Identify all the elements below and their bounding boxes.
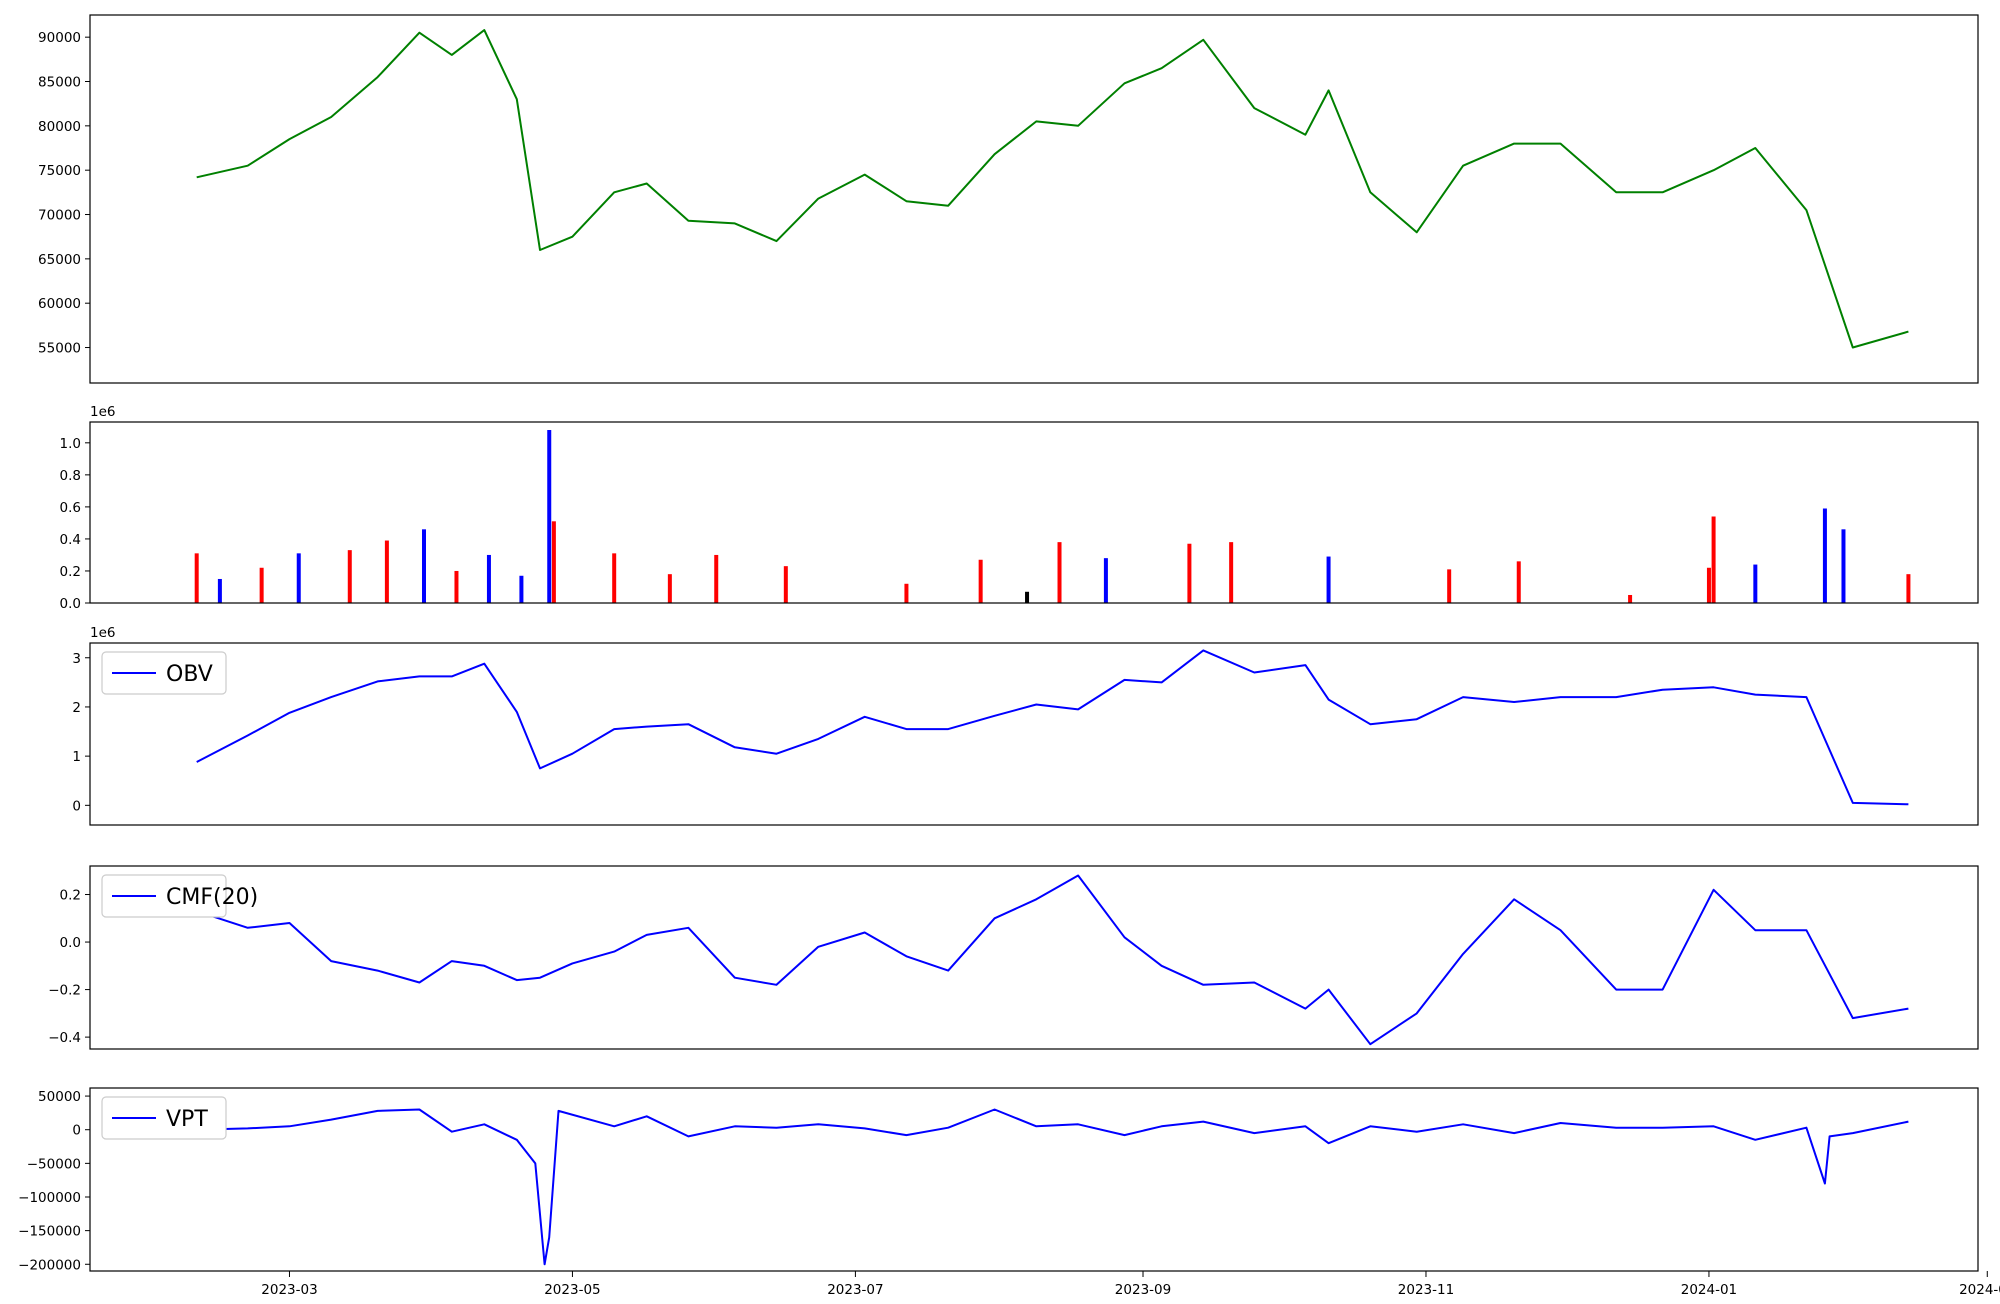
cmf-panel: −0.4 −0.2 0.0 0.2 CMF(20) — [48, 865, 1979, 1050]
series-line — [196, 29, 1909, 349]
y-tick-label: 65000 — [38, 252, 81, 268]
volume-bar — [519, 575, 524, 603]
y-tick-label: 55000 — [38, 341, 81, 357]
x-tick-label: 2023-07 — [827, 1282, 883, 1298]
y-tick-label: 80000 — [38, 119, 81, 135]
x-tick-label: 2024-03 — [1959, 1282, 2000, 1298]
panel-frame — [89, 14, 1979, 384]
price-panel: 55000 60000 65000 70000 75000 80000 85000 90000 — [38, 14, 1979, 384]
volume-bar — [347, 550, 352, 603]
y-tick-label: −0.4 — [48, 1030, 81, 1046]
legend-box — [101, 1096, 227, 1140]
volume-bar — [486, 554, 491, 603]
y-tick-label: 0.4 — [60, 532, 81, 548]
panel-frame — [89, 1087, 1979, 1272]
legend-label: CMF(20) — [166, 885, 258, 910]
y-tick-label: 2 — [72, 700, 81, 716]
panel-frame — [89, 421, 1979, 604]
volume-bar — [217, 578, 222, 603]
y-tick-label: 0 — [72, 798, 81, 814]
y-tick-label: −0.2 — [48, 983, 81, 999]
volume-bar — [1025, 591, 1030, 603]
panel-frame — [89, 642, 1979, 826]
vpt-panel: −200000 −150000 −100000 −50000 0 50000 VPT — [18, 1087, 1979, 1273]
legend-box — [101, 651, 227, 695]
volume-bar — [667, 574, 672, 603]
volume-bar — [259, 567, 264, 603]
series-line — [196, 874, 1909, 1046]
y-tick-label: 1 — [72, 749, 81, 765]
legend-label: OBV — [166, 662, 213, 687]
volume-bar — [1628, 594, 1633, 603]
volume-bar — [1711, 516, 1716, 603]
volume-bar — [296, 553, 301, 603]
volume-bar — [714, 554, 719, 603]
x-tick-label: 2023-03 — [261, 1282, 317, 1298]
volume-bar — [1516, 561, 1521, 603]
panel-frame — [89, 865, 1979, 1050]
y-tick-label: 0 — [72, 1123, 81, 1139]
y-tick-label: 0.6 — [60, 500, 81, 516]
volume-bar — [1057, 542, 1062, 603]
x-tick-label: 2023-09 — [1115, 1282, 1171, 1298]
y-tick-label: 0.8 — [60, 468, 81, 484]
legend-box — [101, 874, 227, 918]
obv-panel: 0 1 2 3 1e6 OBV — [72, 625, 1979, 826]
volume-bar — [1706, 567, 1711, 603]
volume-bar — [551, 521, 556, 603]
x-tick-label: 2023-11 — [1398, 1282, 1454, 1298]
volume-bar — [1326, 556, 1331, 603]
axis-exponent-label: 1e6 — [90, 404, 115, 420]
volume-bar — [1229, 542, 1234, 603]
y-tick-label: 1.0 — [60, 436, 81, 452]
series-line — [196, 649, 1909, 806]
y-tick-label: −150000 — [18, 1224, 81, 1240]
volume-bar — [978, 559, 983, 603]
volume-bar — [1447, 569, 1452, 603]
volume-bar — [1187, 543, 1192, 603]
y-tick-label: 0.2 — [60, 888, 81, 904]
y-tick-label: 0.0 — [60, 596, 81, 612]
volume-bar — [1906, 574, 1911, 603]
volume-bar — [421, 529, 426, 603]
volume-bar — [547, 430, 552, 603]
y-tick-label: −100000 — [18, 1190, 81, 1206]
volume-bar — [1841, 529, 1846, 603]
y-tick-label: 70000 — [38, 208, 81, 224]
series-line — [196, 1108, 1909, 1266]
x-tick-label: 2023-05 — [544, 1282, 600, 1298]
y-tick-label: −50000 — [27, 1156, 81, 1172]
y-tick-label: 3 — [72, 651, 81, 667]
y-tick-label: 60000 — [38, 296, 81, 312]
volume-bar — [1753, 564, 1758, 603]
volume-bar — [454, 570, 459, 603]
y-tick-label: 50000 — [38, 1089, 81, 1105]
legend-label: VPT — [166, 1107, 208, 1132]
volume-bar — [1822, 508, 1827, 603]
volume-panel: 0.0 0.2 0.4 0.6 0.8 1.0 1e6 — [60, 404, 1979, 612]
volume-bar — [904, 583, 909, 603]
volume-bar — [1103, 558, 1108, 603]
date-axis: 2023-03 2023-05 2023-07 2023-09 2023-11 2024-… — [261, 1271, 2000, 1298]
volume-bar — [612, 553, 617, 603]
volume-bar — [783, 566, 788, 603]
volume-bar — [194, 553, 199, 603]
volume-bar — [384, 540, 389, 603]
x-tick-label: 2024-01 — [1681, 1282, 1737, 1298]
y-tick-label: 75000 — [38, 163, 81, 179]
y-tick-label: 90000 — [38, 30, 81, 46]
y-tick-label: 0.2 — [60, 564, 81, 580]
y-tick-label: 0.0 — [60, 935, 81, 951]
y-tick-label: −200000 — [18, 1257, 81, 1273]
y-tick-label: 85000 — [38, 75, 81, 91]
axis-exponent-label: 1e6 — [90, 625, 115, 641]
